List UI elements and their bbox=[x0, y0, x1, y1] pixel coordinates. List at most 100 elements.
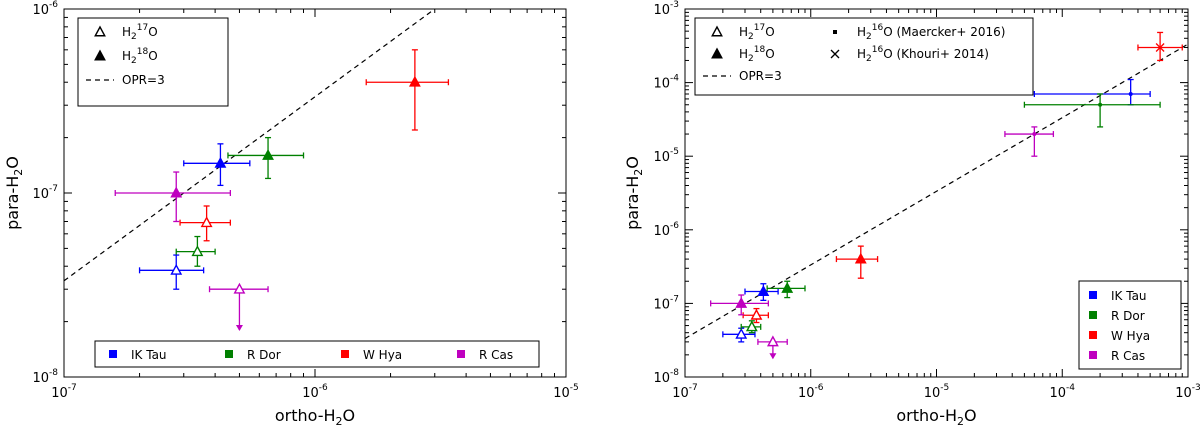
tick-label: 10-7 bbox=[653, 294, 679, 312]
data-point bbox=[227, 136, 305, 180]
data-point bbox=[766, 280, 806, 299]
data-point bbox=[183, 143, 251, 187]
color-swatch bbox=[457, 350, 465, 358]
data-point bbox=[138, 254, 205, 290]
tick-label: 10-6 bbox=[653, 221, 679, 239]
legend-label: OPR=3 bbox=[739, 69, 782, 83]
color-swatch bbox=[1089, 351, 1097, 359]
color-legend-item: W Hya bbox=[341, 348, 402, 362]
legend-label: H217O bbox=[739, 23, 775, 42]
data-point bbox=[208, 282, 269, 332]
tick-label: 10-5 bbox=[653, 147, 679, 165]
filled-triangle-marker bbox=[170, 186, 183, 198]
plot-frame bbox=[63, 8, 567, 378]
plot-area bbox=[685, 31, 1188, 360]
marker-legend: H217O H218O OPR=3 bbox=[77, 17, 229, 107]
tick-label: 10-7 bbox=[672, 383, 698, 401]
data-point bbox=[1023, 93, 1161, 128]
dot-marker bbox=[1032, 132, 1037, 137]
color-swatch bbox=[1089, 291, 1097, 299]
data-point bbox=[740, 320, 762, 334]
color-legend: IK Tau R Dor W Hya R Cas bbox=[94, 340, 540, 368]
legend-triangle bbox=[94, 49, 106, 61]
tick-label: 10-6 bbox=[32, 0, 58, 18]
plot-area bbox=[64, 9, 450, 332]
legend-label: H217O bbox=[122, 23, 158, 42]
legend-dot bbox=[833, 30, 837, 34]
marker-legend: H217O H218O OPR=3 H216O (Maercker+ 2016) H21… bbox=[694, 17, 1034, 96]
ticks bbox=[684, 9, 1188, 378]
color-legend-label: W Hya bbox=[363, 348, 402, 362]
tick-label: 10-8 bbox=[32, 368, 58, 386]
data-point bbox=[1137, 31, 1183, 62]
color-swatch bbox=[109, 350, 117, 358]
legend-label: H218O bbox=[739, 45, 775, 64]
tick-label: 10-4 bbox=[1049, 383, 1075, 401]
color-swatch bbox=[1089, 331, 1097, 339]
color-swatch bbox=[1089, 311, 1097, 319]
data-point bbox=[835, 245, 879, 279]
data-point bbox=[114, 171, 232, 223]
legend-item: H216O (Maercker+ 2016) bbox=[833, 23, 1005, 42]
tick-label: 10-3 bbox=[653, 0, 679, 18]
color-swatch bbox=[225, 350, 233, 358]
color-legend-item: W Hya bbox=[1089, 329, 1150, 343]
color-legend-label: IK Tau bbox=[131, 348, 167, 362]
x-axis-label: ortho-H2O bbox=[275, 406, 355, 428]
legend-triangle bbox=[94, 25, 106, 37]
data-point bbox=[722, 327, 756, 343]
color-legend-item: R Cas bbox=[1089, 349, 1145, 363]
filled-triangle-marker bbox=[262, 148, 274, 160]
open-triangle-marker bbox=[191, 245, 204, 257]
legend-triangle bbox=[711, 25, 723, 37]
dot-marker bbox=[1128, 92, 1133, 97]
legend-item: H217O bbox=[94, 23, 158, 42]
color-legend-item: R Dor bbox=[225, 348, 281, 362]
data-point bbox=[365, 49, 450, 131]
opr-line bbox=[685, 43, 1188, 340]
legend-label: H216O (Maercker+ 2016) bbox=[857, 23, 1005, 42]
color-legend-item: R Dor bbox=[1089, 309, 1145, 323]
legend-label: H218O bbox=[122, 47, 158, 66]
tick-label: 10-6 bbox=[302, 383, 328, 401]
cross-marker bbox=[1155, 43, 1165, 52]
filled-triangle-marker bbox=[757, 285, 770, 296]
tick-label: 10-7 bbox=[51, 383, 77, 401]
cross-stroke bbox=[830, 49, 840, 59]
legend-item: H216O (Khouri+ 2014) bbox=[830, 45, 989, 64]
legend-label: OPR=3 bbox=[122, 73, 165, 87]
color-legend-item: IK Tau bbox=[109, 348, 167, 362]
tick-label: 10-3 bbox=[1175, 383, 1200, 401]
open-triangle-marker bbox=[750, 308, 763, 320]
x-axis-label: ortho-H2O bbox=[896, 406, 976, 428]
color-legend-item: R Cas bbox=[457, 348, 513, 362]
legend-box bbox=[694, 17, 1034, 96]
upper-limit-arrow bbox=[235, 325, 243, 332]
color-legend-label: R Cas bbox=[479, 348, 513, 362]
legend-item: OPR=3 bbox=[86, 73, 165, 87]
data-point bbox=[757, 335, 788, 360]
upper-limit-arrow bbox=[769, 353, 777, 360]
panel-left: 10-7 10-6 10-510-810-710-6ortho-H2Opara-H2… bbox=[3, 0, 579, 428]
open-triangle-marker bbox=[200, 216, 213, 228]
y-axis-label: para-H2O bbox=[3, 156, 25, 230]
cross-stroke bbox=[1155, 43, 1165, 52]
color-legend-label: W Hya bbox=[1111, 329, 1150, 343]
y-axis-label: para-H2O bbox=[623, 156, 645, 230]
data-point bbox=[175, 235, 216, 267]
tick-label: 10-7 bbox=[32, 184, 58, 202]
filled-triangle-marker bbox=[408, 75, 421, 87]
tick-label: 10-6 bbox=[798, 383, 824, 401]
data-point bbox=[710, 294, 769, 316]
tick-label: 10-8 bbox=[653, 368, 679, 386]
tick-label: 10-4 bbox=[653, 74, 679, 92]
open-triangle-marker bbox=[233, 282, 246, 294]
color-legend: IK Tau R Dor W Hya R Cas bbox=[1078, 280, 1182, 370]
legend-item: H218O bbox=[94, 47, 158, 66]
legend-cross bbox=[830, 49, 840, 59]
legend-item: H218O bbox=[711, 45, 775, 64]
color-legend-item: IK Tau bbox=[1089, 289, 1147, 303]
data-point bbox=[1004, 126, 1055, 157]
data-point bbox=[179, 205, 232, 242]
legend-item: OPR=3 bbox=[703, 69, 782, 83]
